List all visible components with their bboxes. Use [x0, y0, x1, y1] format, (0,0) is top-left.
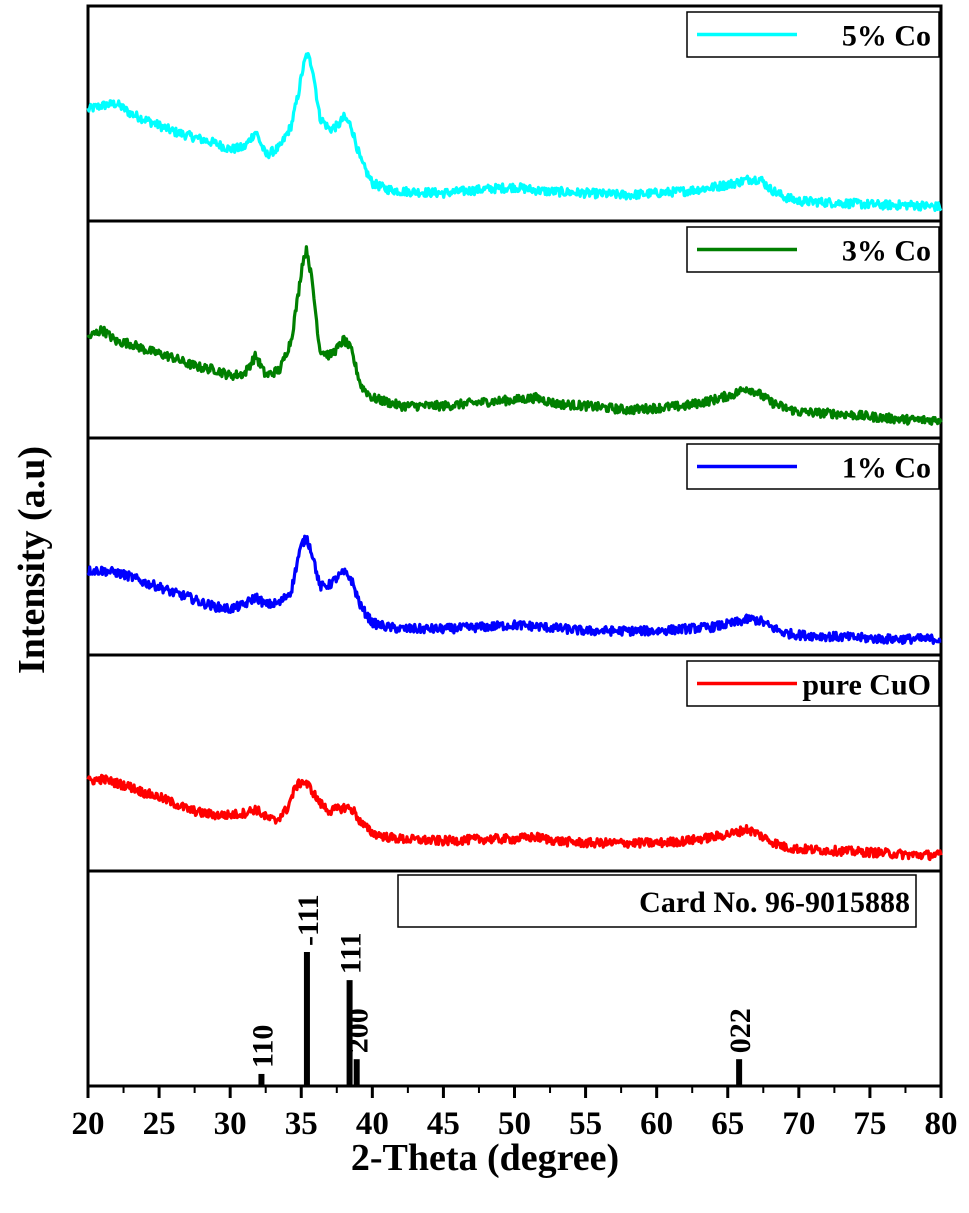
x-tick-label: 20: [72, 1106, 105, 1142]
y-axis-title: Intensity (a.u): [11, 446, 53, 674]
reference-peak-label: 111: [335, 932, 368, 974]
reference-peak-label: -111: [292, 894, 325, 946]
x-tick-label: 45: [427, 1106, 460, 1142]
x-tick-label: 50: [498, 1106, 531, 1142]
x-tick-label: 40: [356, 1106, 389, 1142]
legend-label: 3% Co: [842, 235, 931, 268]
x-tick-label: 65: [711, 1106, 744, 1142]
legend-box: [686, 226, 940, 273]
legend-label: pure CuO: [802, 669, 931, 702]
reference-legend-box: [397, 874, 917, 928]
reference-peak-label: 022: [724, 1008, 757, 1053]
reference-legend-label: Card No. 96-9015888: [639, 886, 910, 919]
x-tick-label: 55: [569, 1106, 602, 1142]
series-line-3: [86, 773, 943, 862]
x-tick-label: 70: [782, 1106, 815, 1142]
x-tick-label: 80: [925, 1106, 958, 1142]
series-line-1: [86, 245, 943, 426]
x-tick-label: 30: [214, 1106, 247, 1142]
legend-label: 1% Co: [842, 452, 931, 485]
reference-peak-label: 200: [342, 1008, 375, 1053]
reference-peak-label: 110: [246, 1025, 279, 1068]
reference-layer: 110 -111 111 200 022: [246, 894, 757, 1086]
x-tick-label: 60: [640, 1106, 673, 1142]
axis-layer: 20 25 30 35 40 45 50 55 60 65 70 75 80: [72, 1086, 958, 1142]
series-line-0: [86, 52, 943, 212]
x-axis-title: 2-Theta (degree): [351, 1137, 619, 1179]
x-tick-label: 25: [143, 1106, 176, 1142]
legend-label: 5% Co: [842, 20, 931, 53]
legend-layer: 5% Co 3% Co 1% Co pure CuO Card No. 96-90158…: [397, 11, 940, 928]
x-tick-label: 35: [285, 1106, 318, 1142]
x-tick-label: 75: [853, 1106, 886, 1142]
series-layer: [86, 52, 943, 862]
series-line-2: [86, 534, 942, 645]
